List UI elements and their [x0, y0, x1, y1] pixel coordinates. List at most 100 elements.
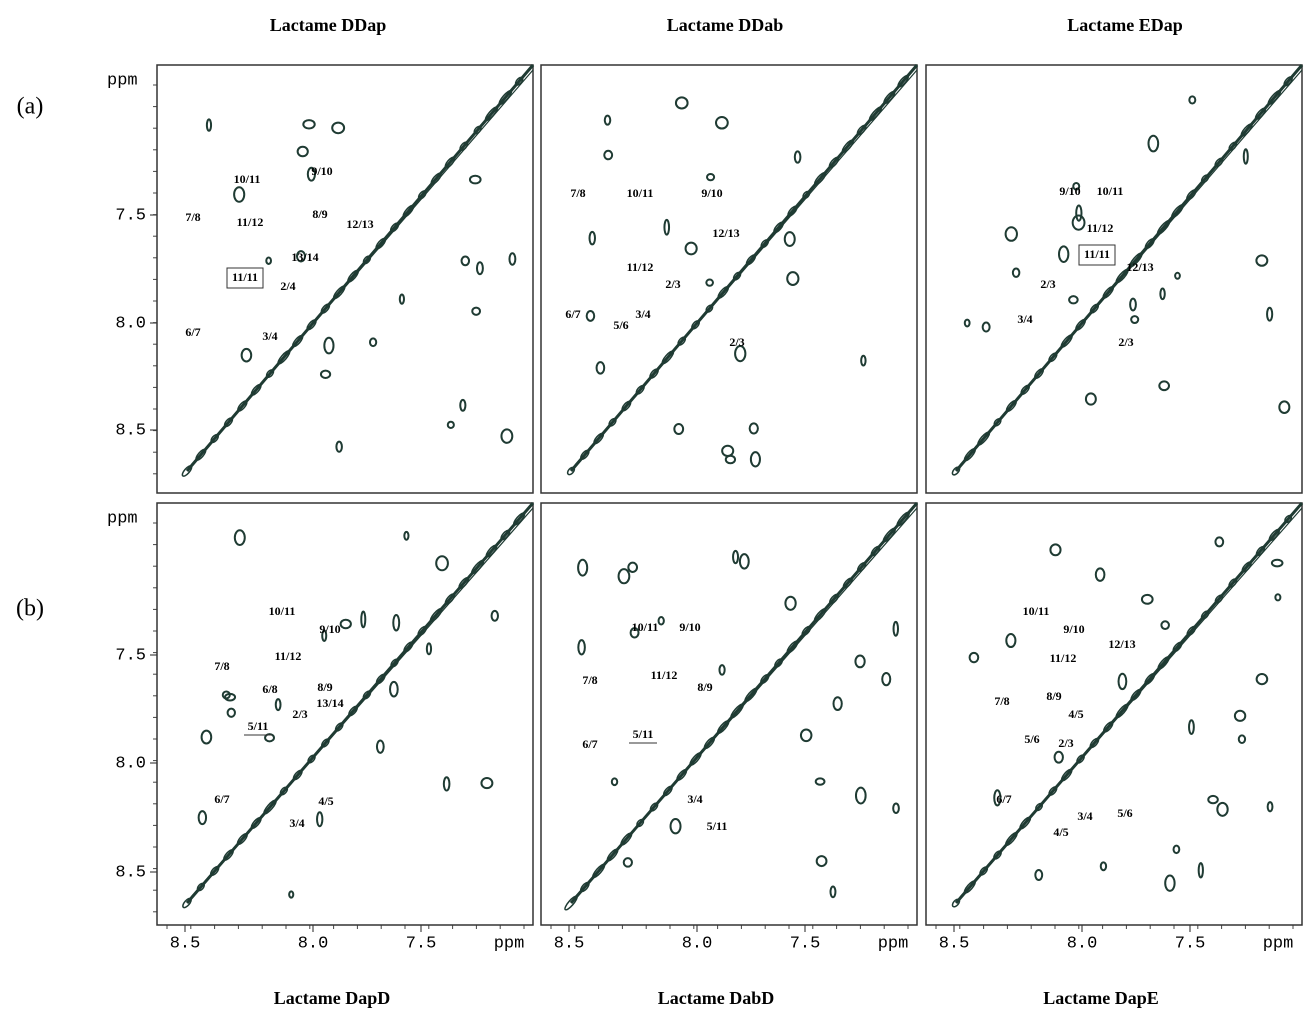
cross-peak: [1159, 287, 1166, 301]
peak-label: 11/11: [232, 270, 258, 284]
cross-peak: [1255, 672, 1269, 686]
cross-peak: [425, 642, 433, 656]
peak-label: 7/8: [570, 186, 585, 200]
cross-peak: [1011, 267, 1021, 278]
cross-peak: [1068, 295, 1079, 305]
cross-peak: [468, 174, 482, 185]
cross-peak: [1266, 801, 1274, 813]
diagonal-peak: [444, 593, 456, 605]
diagonal-peak: [1144, 238, 1155, 250]
peak-label: 4/5: [1053, 825, 1068, 839]
diagonal-peak: [787, 205, 798, 217]
diagonal-peak: [636, 818, 645, 828]
cross-peak: [1130, 315, 1140, 324]
y-tick-label: 8.5: [115, 863, 146, 882]
diagonal-peak: [1103, 721, 1114, 733]
diagonal-peak: [689, 752, 702, 766]
peak-label: 5/6: [1024, 732, 1039, 746]
cross-peak: [706, 172, 716, 182]
cross-peak: [673, 423, 685, 436]
cross-peak: [1270, 558, 1284, 568]
cross-peak: [442, 776, 451, 792]
peak-label: 5/6: [1117, 806, 1132, 820]
peak-label: 7/8: [185, 210, 200, 224]
diagonal-peak: [1089, 737, 1100, 749]
diagonal-peak: [389, 222, 400, 233]
diagonal-peak: [1048, 786, 1058, 796]
cross-peak: [1188, 95, 1197, 105]
peak-label: 8/9: [317, 680, 332, 694]
diagonal-peak: [786, 640, 799, 654]
diagonal-peak: [484, 106, 499, 122]
cross-peak: [200, 729, 213, 745]
x-axis-title: Lactame DabD: [658, 988, 774, 1008]
cross-peak: [1214, 536, 1225, 548]
x-tick-label: 8.0: [298, 934, 329, 953]
diagonal-peak: [320, 303, 331, 314]
peak-label: 9/10: [319, 622, 340, 636]
peak-label: 7/8: [994, 694, 1009, 708]
cross-peak: [398, 293, 405, 305]
cross-peak: [1233, 709, 1247, 722]
cross-peak: [1160, 620, 1170, 630]
peak-label: 9/10: [701, 186, 722, 200]
diagonal-peak: [1060, 768, 1073, 782]
cross-peak: [339, 618, 352, 630]
diagonal-peak: [1172, 641, 1183, 653]
peak-label: 8/9: [1046, 689, 1061, 703]
cross-peak: [829, 885, 837, 899]
diagonal-peak: [321, 738, 330, 748]
cross-peak: [375, 739, 385, 754]
cross-peak: [993, 789, 1002, 807]
diagonal-peak: [250, 383, 262, 396]
peak-label: 9/10: [679, 620, 700, 634]
column-title: Lactame DDap: [270, 15, 386, 35]
x-axis-title: Lactame DapE: [1043, 988, 1159, 1008]
peak-label: 7/8: [582, 673, 597, 687]
cross-peak: [205, 118, 213, 132]
cross-peak: [508, 252, 517, 266]
cross-peak: [1071, 214, 1086, 231]
diagonal-peak: [458, 577, 470, 589]
peak-label: 10/11: [269, 604, 296, 618]
diagonal-peak: [635, 384, 645, 395]
diagonal-peak: [332, 285, 346, 300]
cross-peak: [296, 145, 309, 158]
x-tick-label: 8.5: [939, 934, 970, 953]
diagonal-peak: [279, 786, 289, 796]
diagonal-peak: [606, 848, 619, 862]
diagonal-peak: [1129, 252, 1143, 268]
cross-peak: [240, 347, 253, 363]
diagonal-peak: [403, 641, 414, 653]
peak-label: 12/13: [712, 226, 739, 240]
cross-peak: [306, 166, 316, 182]
diagonal-peak: [263, 799, 277, 815]
peak-label: 3/4: [1077, 809, 1092, 823]
diagonal-peak: [896, 511, 910, 527]
cross-peak: [786, 271, 800, 286]
cross-peak: [669, 818, 682, 835]
diagonal-peak: [760, 239, 770, 249]
peak-label: 6/8: [262, 682, 277, 696]
spectrum-panel: 9/10 10/11 11/12 11/11 12/13 2/3 3/4 2/3: [925, 64, 1304, 494]
cross-peak: [799, 728, 813, 743]
diagonal-peak: [1035, 802, 1044, 812]
cross-peak: [603, 114, 612, 126]
diagonal-peak: [1283, 76, 1293, 87]
diagonal-peak: [195, 448, 207, 461]
cross-peak: [460, 255, 471, 267]
cross-peak: [1034, 869, 1044, 882]
diagonal-peak: [580, 881, 590, 893]
cross-peak: [233, 529, 246, 546]
diagonal-peak: [717, 285, 730, 299]
diagonal-peak: [593, 432, 605, 445]
diagonal-peak: [1228, 141, 1238, 151]
cross-peak: [815, 855, 828, 868]
axis-unit: ppm: [494, 934, 525, 953]
peak-label: 6/7: [996, 792, 1011, 806]
cross-peak: [500, 428, 514, 444]
spectrum-panel: 10/11 9/10 7/8 11/12 8/9 12/13 13/14 11/11 2/4 6/…: [156, 64, 535, 494]
cross-peak: [274, 698, 282, 712]
axis-unit: ppm: [107, 509, 138, 528]
